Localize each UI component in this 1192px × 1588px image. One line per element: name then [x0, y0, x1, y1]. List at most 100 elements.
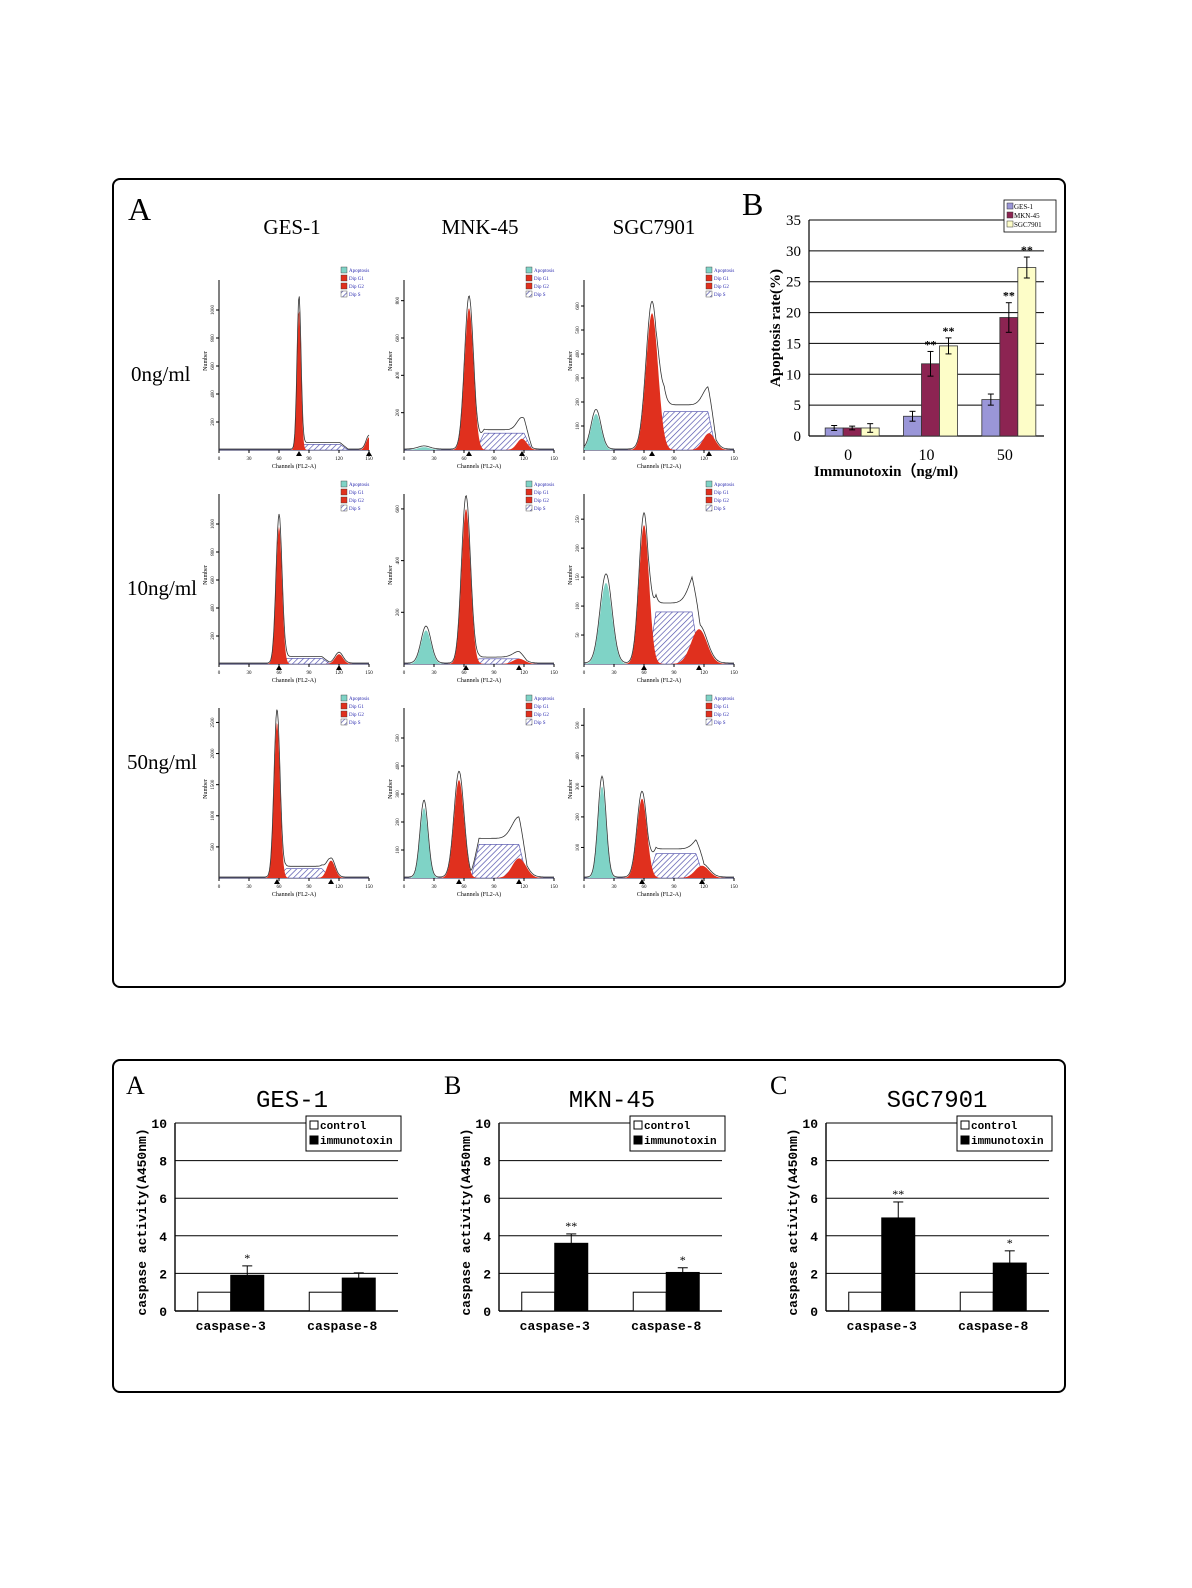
- histogram-legend: Apoptosis Dip G1 Dip G2 Dip S: [705, 694, 734, 726]
- y-tick-label: 1000: [211, 810, 216, 821]
- y-tick-label: 4: [483, 1230, 491, 1245]
- legend-swatch: [705, 488, 713, 496]
- y-tick-label: 150: [576, 573, 581, 581]
- legend-swatch: [705, 496, 713, 504]
- apoptosis-area: [404, 630, 554, 664]
- x-tick-label: 150: [550, 885, 558, 890]
- apoptosis-area: [404, 808, 554, 878]
- y-axis-label: Number: [568, 351, 574, 371]
- x-axis-label: Channels (FL2-A): [272, 677, 316, 684]
- legend: control immunotoxin: [305, 1115, 402, 1152]
- y-tick-label: 8: [159, 1155, 167, 1170]
- x-tick-label: 60: [642, 671, 648, 676]
- y-tick-label: 800: [396, 296, 401, 304]
- legend-label: Dip S: [714, 293, 726, 298]
- apoptosis-rate-chart: 0 5 10 15 20 25 30 35 0 ** ** 10 ** ** 50 Immunotoxin（n…: [768, 199, 1057, 480]
- x-tick-label: 120: [335, 671, 343, 676]
- significance-mark: *: [1007, 1236, 1013, 1250]
- legend-swatch: [525, 718, 533, 726]
- y-tick-label: 2000: [211, 748, 216, 759]
- x-tick-label: 90: [492, 885, 498, 890]
- histogram-legend: Apoptosis Dip G1 Dip G2 Dip S: [525, 480, 554, 512]
- caspase-chart: B MKN-45 0 2 4 6 8 10 ** caspase-3 * caspase-8 caspa…: [444, 1071, 726, 1334]
- legend-label: control: [644, 1121, 691, 1133]
- bar: [881, 1217, 916, 1312]
- x-tick-label: 150: [550, 457, 558, 462]
- histogram-legend: Apoptosis Dip G1 Dip G2 Dip S: [705, 480, 734, 512]
- legend-label: Dip S: [349, 293, 361, 298]
- x-tick-label: caspase-8: [307, 1319, 377, 1334]
- y-tick-label: 35: [786, 213, 801, 229]
- raw-histogram-line: [219, 513, 369, 664]
- x-tick-label: 90: [672, 457, 678, 462]
- bar: [521, 1291, 556, 1312]
- legend-box: [305, 1115, 402, 1152]
- y-tick-label: 200: [396, 408, 401, 416]
- y-tick-label: 2: [810, 1267, 818, 1282]
- legend-label: Dip G2: [714, 713, 729, 718]
- y-tick-label: 500: [211, 843, 216, 851]
- legend-box: [956, 1115, 1053, 1152]
- y-tick-label: 2500: [211, 717, 216, 728]
- bar: [999, 317, 1019, 437]
- x-tick-label: 90: [672, 671, 678, 676]
- legend-swatch: [525, 266, 533, 274]
- peak-marker-icon: [641, 665, 647, 670]
- apoptosis-area: [584, 583, 734, 664]
- bar: [939, 345, 958, 437]
- bar: [665, 1271, 700, 1312]
- peak-marker-icon: [696, 665, 702, 670]
- x-tick-label: 30: [612, 885, 618, 890]
- x-axis-label: Channels (FL2-A): [272, 463, 316, 470]
- y-axis-label: Number: [568, 779, 574, 799]
- y-tick-label: 1000: [211, 305, 216, 316]
- significance-mark: **: [565, 1219, 577, 1233]
- dip-g2-area: [584, 433, 734, 450]
- legend-label: Dip G2: [349, 285, 364, 290]
- y-tick-label: 2: [483, 1267, 491, 1282]
- x-tick-label: 90: [307, 457, 313, 462]
- legend-label: Apoptosis: [349, 697, 369, 702]
- significance-mark: *: [680, 1253, 686, 1267]
- histogram-legend: Apoptosis Dip G1 Dip G2 Dip S: [705, 266, 734, 298]
- legend-swatch: [525, 274, 533, 282]
- y-tick-label: 0: [810, 1305, 818, 1320]
- x-axis-label: Channels (FL2-A): [637, 677, 681, 684]
- y-tick-label: 4: [159, 1230, 167, 1245]
- legend-label: Apoptosis: [714, 483, 734, 488]
- histogram-legend: Apoptosis Dip G1 Dip G2 Dip S: [340, 694, 369, 726]
- x-tick-label: 150: [730, 671, 738, 676]
- legend-swatch: [309, 1135, 319, 1145]
- peak-marker-icon: [296, 451, 302, 456]
- x-tick-label: 120: [520, 457, 528, 462]
- histogram-panel: 0 30 60 90 120 150 100 200 300 400 500 Channels (FL…: [388, 694, 558, 898]
- raw-histogram-line: [584, 775, 734, 878]
- y-axis-label: Number: [388, 779, 394, 799]
- peak-marker-icon: [276, 665, 282, 670]
- x-tick-label: caspase-8: [958, 1319, 1028, 1334]
- legend-label: control: [320, 1121, 367, 1133]
- peak-marker-icon: [328, 879, 334, 884]
- x-tick-label: 30: [247, 885, 253, 890]
- y-tick-label: 0: [794, 429, 802, 445]
- significance-mark: *: [244, 1251, 250, 1265]
- histogram-panel: 0 30 60 90 120 150 200 400 600 800 Channels (FL2-A…: [388, 266, 558, 470]
- legend-label: Dip G2: [534, 713, 549, 718]
- legend-swatch: [340, 718, 348, 726]
- legend-label: Dip G2: [714, 285, 729, 290]
- legend-label: Apoptosis: [349, 483, 369, 488]
- legend-swatch: [340, 504, 348, 512]
- y-tick-label: 500: [576, 721, 581, 729]
- x-axis-label: Channels (FL2-A): [637, 463, 681, 470]
- peak-marker-icon: [519, 451, 525, 456]
- significance-mark: **: [1003, 289, 1015, 303]
- x-tick-label: 150: [365, 671, 373, 676]
- y-tick-label: 200: [576, 544, 581, 552]
- y-tick-label: 30: [786, 244, 801, 260]
- raw-histogram-line: [219, 296, 370, 450]
- x-tick-label: 10: [919, 447, 935, 464]
- y-tick-label: 25: [786, 275, 801, 291]
- bar: [230, 1274, 265, 1312]
- legend-label: Apoptosis: [714, 269, 734, 274]
- y-tick-label: 1500: [211, 779, 216, 790]
